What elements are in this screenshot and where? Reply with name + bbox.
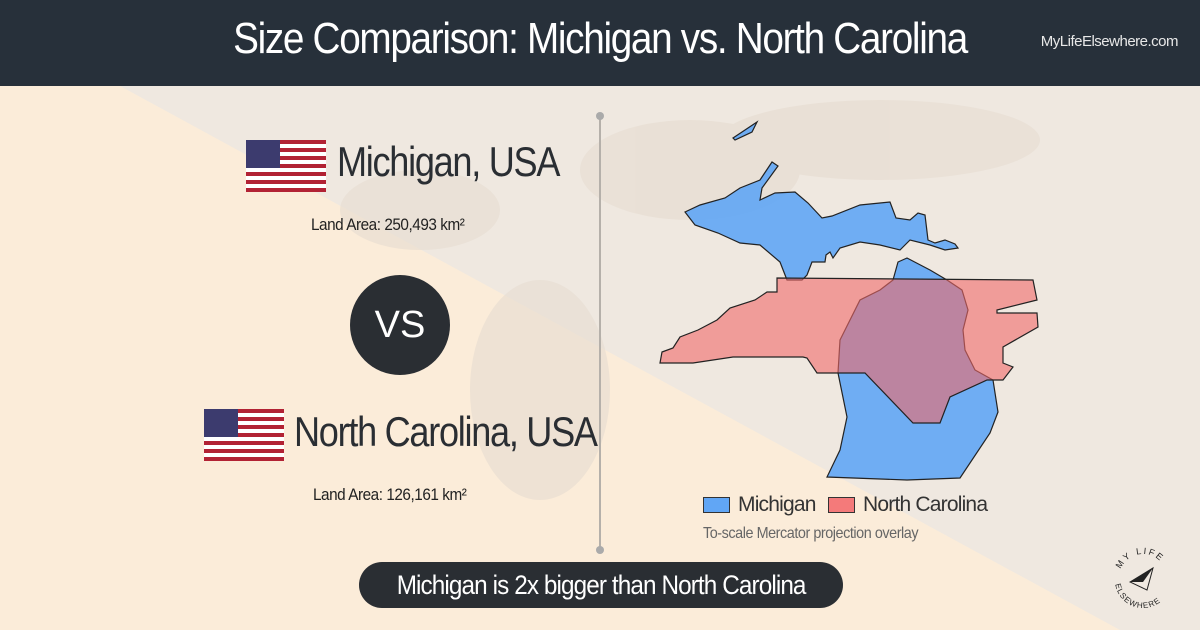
place1-area: Land Area: 250,493 km² (311, 215, 465, 234)
legend-michigan: Michigan (703, 493, 816, 517)
site-link[interactable]: MyLifeElsewhere.com (1040, 33, 1179, 50)
legend-label: Michigan (738, 493, 816, 516)
michigan-swatch (703, 497, 730, 513)
place2-name: North Carolina, USA (294, 408, 598, 455)
divider (599, 115, 601, 550)
projection-note: To-scale Mercator projection overlay (703, 525, 919, 542)
place1-name: Michigan, USA (337, 138, 560, 185)
north-carolina-shape (659, 277, 1039, 424)
michigan-shape (684, 161, 960, 281)
logo-icon: MY LIFE ELSEWHERE (1113, 546, 1167, 611)
divider-dot (596, 112, 604, 120)
result-banner: Michigan is 2x bigger than North Carolin… (359, 562, 843, 608)
us-flag-icon (246, 140, 326, 192)
divider-dot (596, 546, 604, 554)
vs-badge: VS (350, 275, 450, 375)
result-text: Michigan is 2x bigger than North Carolin… (396, 570, 807, 600)
us-flag-icon (204, 409, 284, 461)
svg-text:MY LIFE: MY LIFE (1114, 546, 1167, 570)
place2-area: Land Area: 126,161 km² (313, 485, 467, 504)
page-title: Size Comparison: Michigan vs. North Caro… (233, 14, 968, 63)
michigan-island (732, 120, 759, 141)
legend-north-carolina: North Carolina (828, 493, 988, 517)
legend-label: North Carolina (863, 493, 988, 516)
north-carolina-swatch (828, 497, 855, 513)
svg-text:ELSEWHERE: ELSEWHERE (1113, 583, 1162, 611)
header: Size Comparison: Michigan vs. North Caro… (0, 0, 1200, 86)
